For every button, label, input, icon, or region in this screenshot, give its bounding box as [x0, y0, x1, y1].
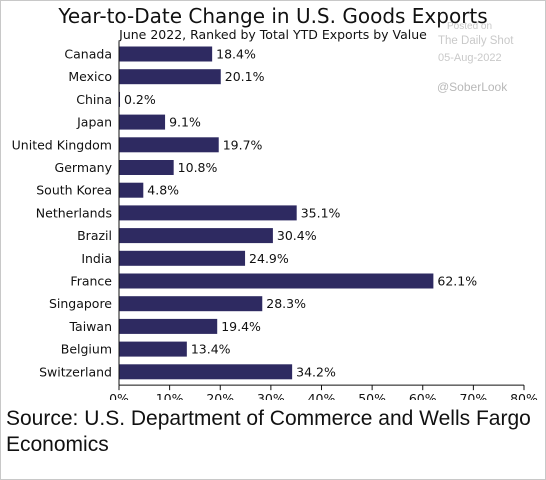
category-label: Singapore: [49, 296, 112, 311]
category-label: Germany: [55, 160, 113, 175]
category-label: China: [76, 92, 112, 107]
data-label: 30.4%: [277, 228, 317, 243]
data-label: 28.3%: [266, 296, 306, 311]
x-tick-label: 10%: [156, 391, 184, 400]
x-tick-label: 50%: [358, 391, 386, 400]
bar: [119, 364, 293, 380]
data-label: 24.9%: [249, 251, 289, 266]
x-tick-label: 20%: [206, 391, 234, 400]
bar-chart: Canada 18.4% Mexico 20.1% China 0.2% Japan 9.1%…: [12, 41, 538, 400]
category-label: Belgium: [61, 342, 112, 357]
data-label: 0.2%: [124, 92, 156, 107]
watermark-date: 05-Aug-2022: [438, 52, 502, 64]
bar: [119, 114, 166, 130]
watermark-handle: @SoberLook: [437, 80, 508, 94]
bar: [119, 69, 221, 85]
data-label: 34.2%: [296, 364, 336, 379]
category-label: Mexico: [68, 69, 112, 84]
category-label: Brazil: [77, 228, 112, 243]
data-label: 10.8%: [178, 160, 218, 175]
bar: [119, 160, 174, 175]
data-label: 19.7%: [223, 137, 263, 152]
bar: [119, 228, 273, 244]
data-label: 35.1%: [301, 205, 341, 220]
x-tick-label: 70%: [459, 391, 487, 400]
category-label: Japan: [76, 115, 112, 130]
category-label: India: [81, 251, 112, 266]
bar: [119, 137, 219, 153]
data-label: 20.1%: [225, 69, 265, 84]
watermark-posted: Posted on: [447, 21, 493, 32]
watermark-site: The Daily Shot: [438, 35, 514, 47]
data-label: 18.4%: [216, 47, 256, 62]
x-tick-label: 40%: [308, 391, 336, 400]
bar: [119, 296, 263, 312]
category-label: Switzerland: [39, 364, 112, 379]
category-label: France: [70, 274, 112, 289]
chart-subtitle: June 2022, Ranked by Total YTD Exports b…: [119, 27, 427, 42]
x-tick-label: 80%: [510, 391, 538, 400]
data-label: 62.1%: [437, 274, 477, 289]
bar: [119, 273, 434, 289]
bar: [119, 46, 213, 62]
bar: [119, 91, 121, 107]
chart-title: Year-to-Date Change in U.S. Goods Export…: [58, 4, 488, 28]
category-label: Canada: [64, 47, 112, 62]
data-label: 4.8%: [147, 183, 179, 198]
category-label: South Korea: [36, 183, 112, 198]
category-label: Netherlands: [36, 205, 112, 220]
data-label: 13.4%: [191, 342, 231, 357]
x-tick-label: 0%: [109, 391, 129, 400]
data-label: 9.1%: [169, 115, 201, 130]
bar: [119, 318, 218, 334]
x-tick-label: 60%: [409, 391, 437, 400]
bar: [119, 182, 144, 198]
bar: [119, 341, 187, 357]
category-label: United Kingdom: [12, 137, 112, 152]
bar: [119, 205, 297, 221]
category-label: Taiwan: [68, 319, 112, 334]
x-tick-label: 30%: [257, 391, 285, 400]
bar: [119, 250, 246, 266]
source-note: Source: U.S. Department of Commerce and …: [6, 407, 531, 456]
data-label: 19.4%: [221, 319, 261, 334]
